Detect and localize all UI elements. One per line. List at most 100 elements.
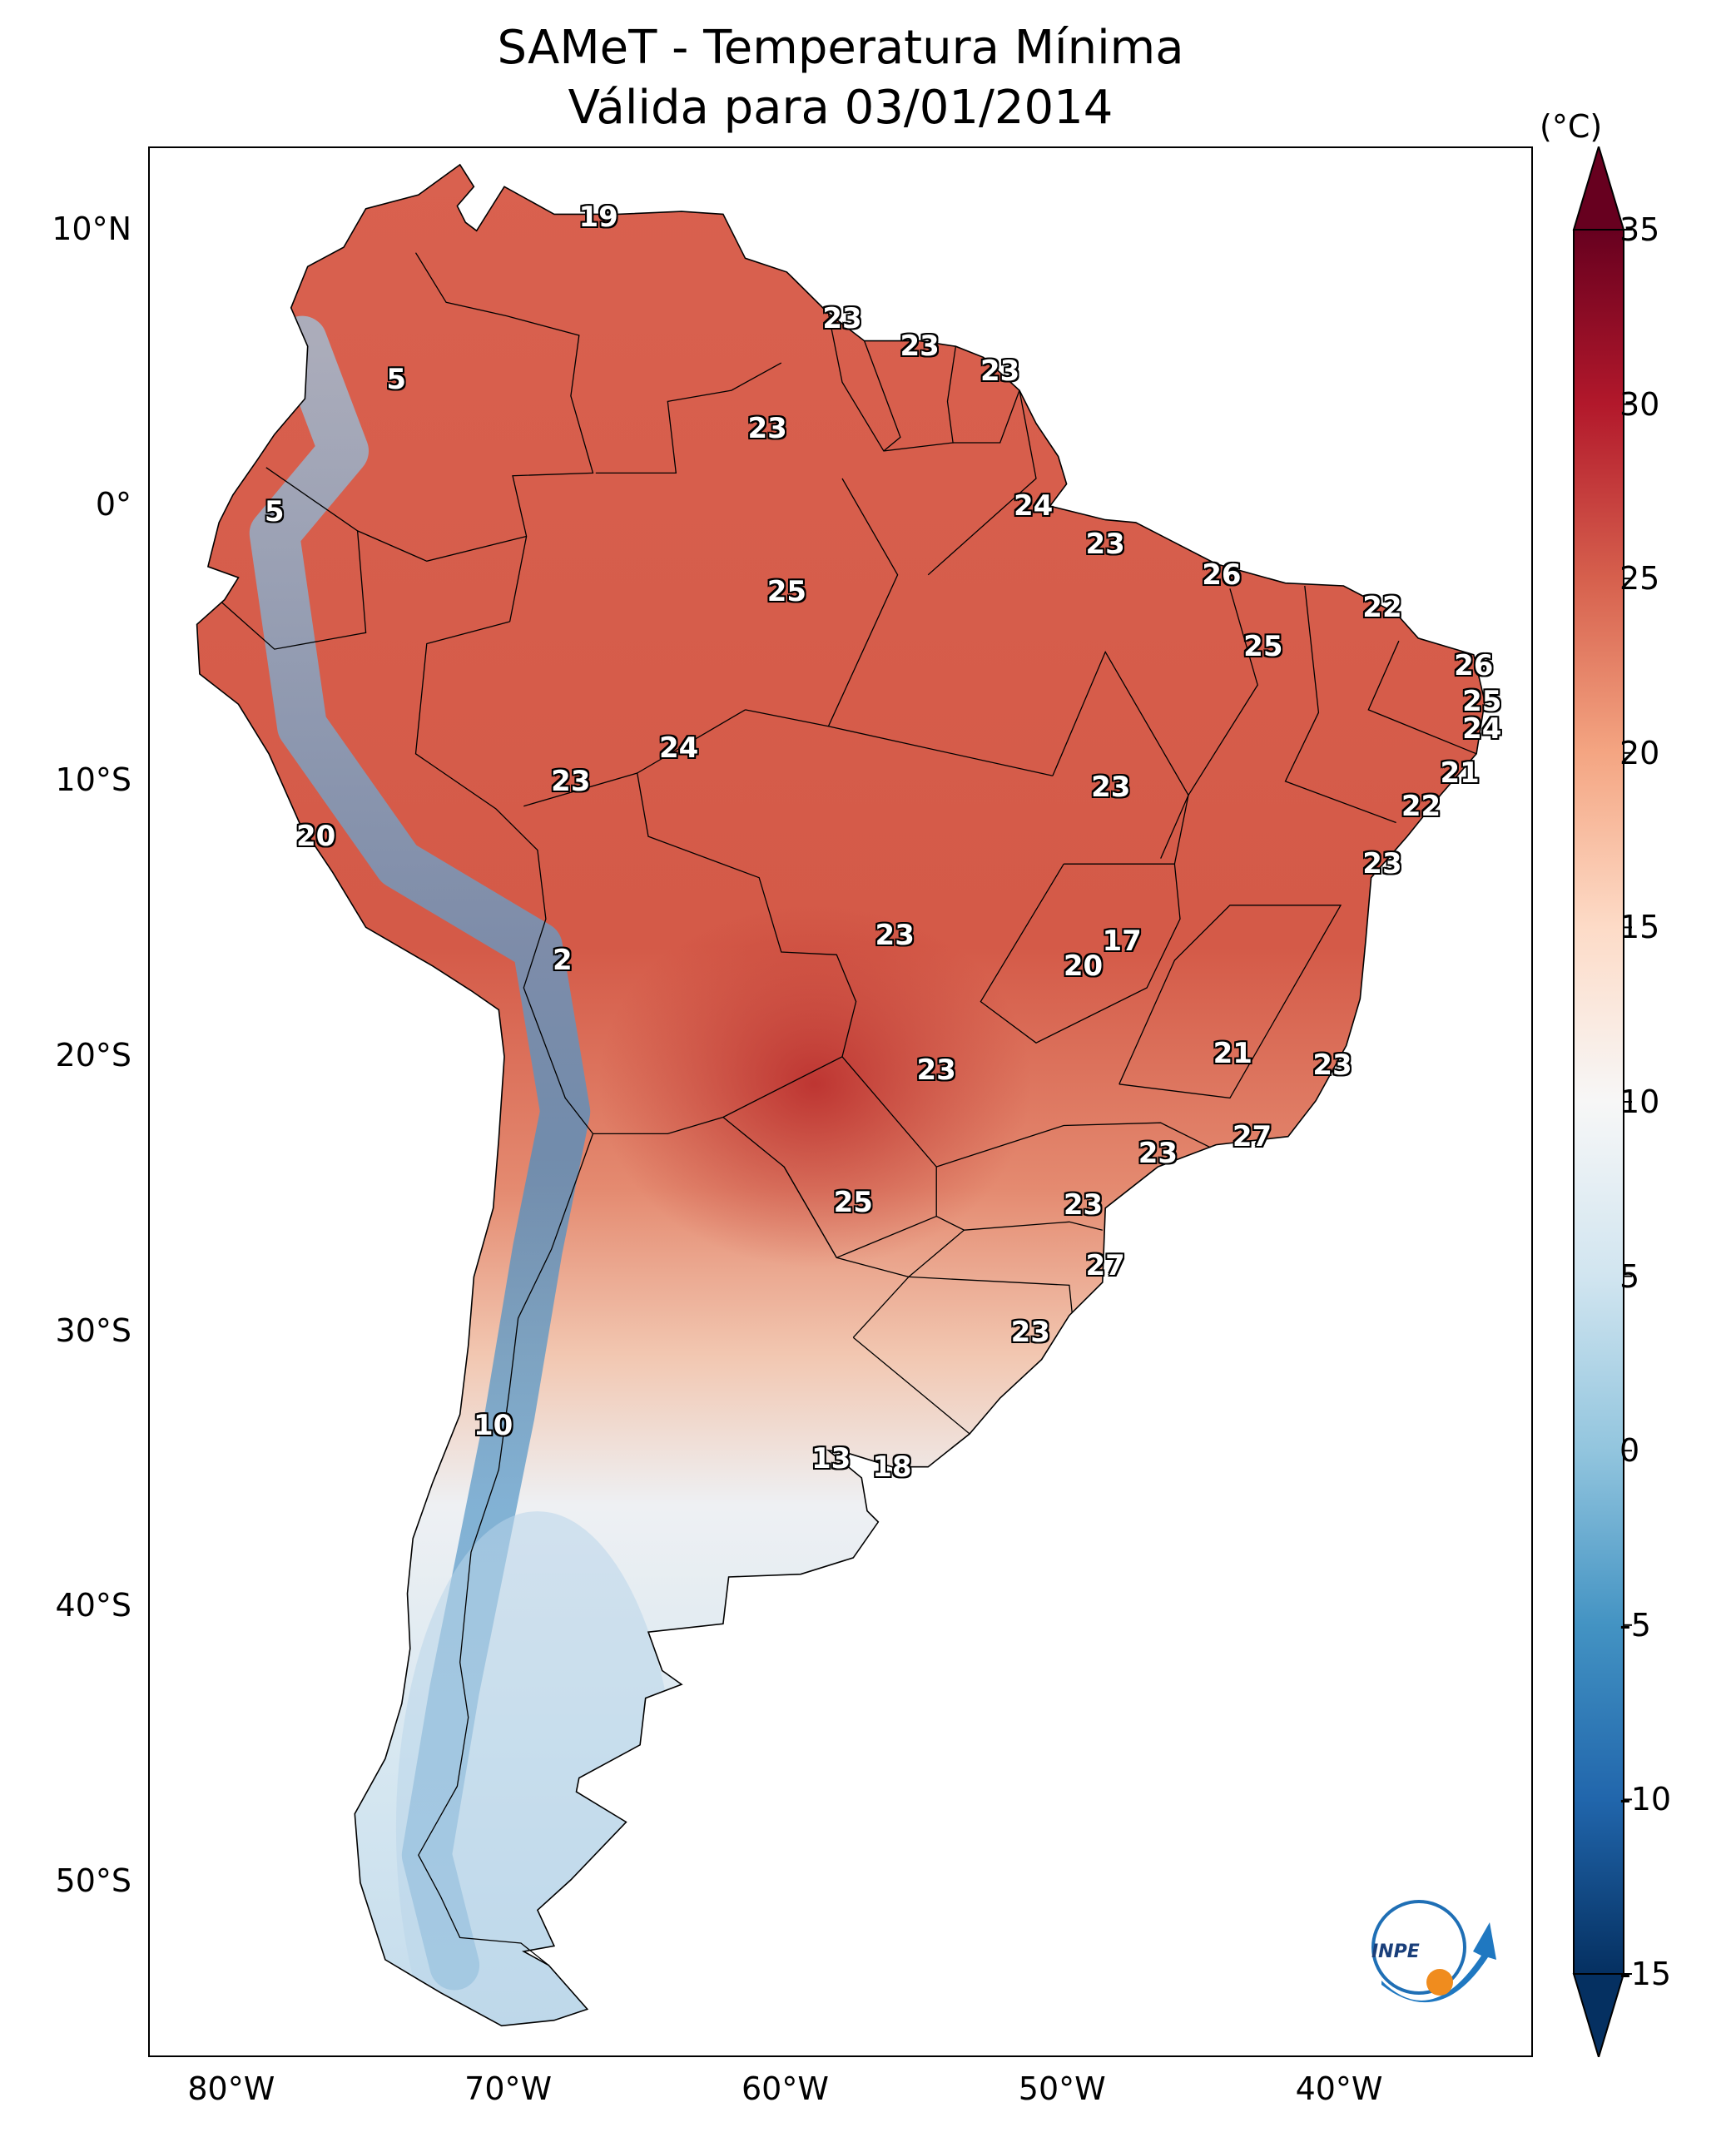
station-value: 26 xyxy=(1202,558,1242,592)
latitude-label: 50°S xyxy=(55,1862,131,1900)
temperature-map xyxy=(196,163,1486,2027)
station-value: 24 xyxy=(658,731,699,766)
station-value: 5 xyxy=(264,494,285,528)
border-line xyxy=(637,709,746,774)
title-line-2: Válida para 03/01/2014 xyxy=(568,81,1114,135)
border-line xyxy=(852,1276,910,1338)
latitude-label: 20°S xyxy=(55,1036,131,1074)
colorbar-tick-label: -15 xyxy=(1619,1956,1672,1992)
colorbar-tick-label: -10 xyxy=(1619,1781,1672,1818)
latitude-label: 30°S xyxy=(55,1312,131,1349)
latitude-label: 0° xyxy=(95,486,131,523)
border-line xyxy=(1284,585,1396,824)
border-line xyxy=(827,313,957,452)
map-area: 19 23 23 23 5 23 5 24 23 26 25 22 25 26 25 24 24 21 23 23 22… xyxy=(148,146,1533,2057)
border-line xyxy=(927,389,1037,576)
border-line xyxy=(935,1122,1211,1168)
colorbar-tick-label: 25 xyxy=(1619,560,1660,598)
station-value: 23 xyxy=(875,919,915,953)
station-value: 23 xyxy=(980,354,1020,388)
colorbar-unit: (°C) xyxy=(1540,108,1603,145)
station-value: 2 xyxy=(553,943,573,977)
station-value: 20 xyxy=(296,820,336,854)
border-line xyxy=(1052,650,1189,865)
continent-shape xyxy=(196,163,1486,2027)
station-value: 25 xyxy=(766,574,807,608)
station-value: 23 xyxy=(916,1054,956,1088)
title-line-1: SAMeT - Temperatura Mínima xyxy=(497,21,1184,75)
station-value: 25 xyxy=(1243,629,1283,663)
station-value: 13 xyxy=(811,1441,851,1475)
logo-text: INPE xyxy=(1371,1941,1420,1962)
colorbar-tick-label: 30 xyxy=(1619,385,1660,423)
colorbar-tick-label: 20 xyxy=(1619,734,1660,771)
station-value: 23 xyxy=(1362,847,1402,881)
longitude-label: 80°W xyxy=(187,2070,275,2107)
station-value: 27 xyxy=(1085,1249,1125,1283)
station-value: 24 xyxy=(1462,712,1502,746)
border-line xyxy=(827,478,899,727)
border-line xyxy=(418,1133,594,1966)
station-value: 25 xyxy=(1462,684,1502,718)
latitude-label: 10°S xyxy=(55,761,131,798)
country-borders xyxy=(221,252,1477,1966)
station-value: 26 xyxy=(1454,648,1494,682)
station-value: 22 xyxy=(1362,591,1402,625)
coastline xyxy=(196,163,1486,2027)
border-line xyxy=(722,1056,937,1259)
station-value: 23 xyxy=(1010,1315,1050,1349)
inpe-logo: INPE xyxy=(1371,1900,1496,2003)
station-value: 23 xyxy=(1138,1136,1178,1170)
border-line xyxy=(265,467,527,562)
station-value: 23 xyxy=(900,330,940,364)
station-value: 23 xyxy=(822,302,862,336)
longitude-label: 50°W xyxy=(1018,2070,1106,2107)
station-value: 23 xyxy=(747,412,787,446)
longitude-label: 40°W xyxy=(1295,2070,1383,2107)
border-line xyxy=(1367,640,1477,755)
longitude-label: 70°W xyxy=(464,2070,553,2107)
colorbar-tick-label: 15 xyxy=(1619,909,1660,946)
border-line xyxy=(1118,905,1342,1099)
colorbar-bottom-extend xyxy=(1572,1973,1625,2057)
station-value: 10 xyxy=(474,1409,513,1443)
border-line xyxy=(852,1336,970,1435)
station-value: 17 xyxy=(1102,924,1142,958)
station-value: 21 xyxy=(1440,756,1480,790)
border-line xyxy=(221,530,367,650)
station-value: 21 xyxy=(1213,1037,1252,1071)
border-line xyxy=(414,621,594,1134)
latitude-label: 10°N xyxy=(52,211,131,248)
colorbar-tick-label: 5 xyxy=(1619,1257,1640,1295)
station-value: 27 xyxy=(1232,1119,1272,1153)
station-value: 24 xyxy=(1013,489,1054,523)
longitude-label: 60°W xyxy=(741,2070,829,2107)
station-value: 23 xyxy=(1312,1048,1352,1082)
warm-region xyxy=(598,900,1031,1267)
latitude-label: 40°S xyxy=(55,1587,131,1624)
station-value: 23 xyxy=(1091,770,1131,804)
station-value: 23 xyxy=(551,764,591,798)
colorbar-tick-label: 10 xyxy=(1619,1083,1660,1120)
station-value: 19 xyxy=(578,200,618,234)
station-value: 18 xyxy=(872,1450,912,1484)
border-line xyxy=(1160,588,1258,859)
border-line xyxy=(953,389,1020,444)
border-line xyxy=(964,1221,1103,1231)
station-value: 22 xyxy=(1401,789,1441,823)
colorbar-tick-label: 0 xyxy=(1619,1432,1640,1470)
colorbar-tick-label: 35 xyxy=(1619,211,1660,248)
colorbar-gradient xyxy=(1573,229,1624,1975)
station-value: 23 xyxy=(1085,528,1125,562)
colorbar-top-extend xyxy=(1572,146,1625,231)
station-value: 5 xyxy=(386,362,407,396)
border-line xyxy=(863,340,901,452)
border-line xyxy=(523,772,857,1135)
colorbar xyxy=(1572,146,1632,2057)
station-value: 23 xyxy=(1063,1188,1104,1222)
border-line xyxy=(595,362,782,474)
station-value: 20 xyxy=(1063,949,1104,983)
border-line xyxy=(908,1276,1073,1313)
station-value: 25 xyxy=(833,1186,873,1220)
colorbar-tick-label: -5 xyxy=(1619,1606,1651,1644)
